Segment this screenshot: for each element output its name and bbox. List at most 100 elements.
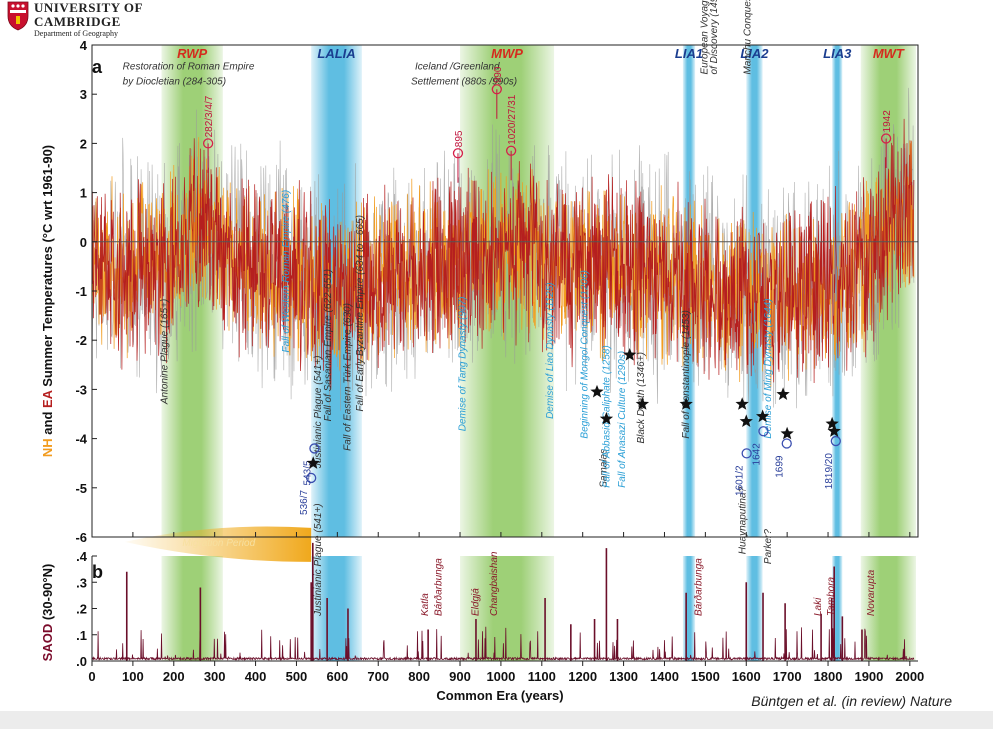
x-tick-label: 400 [245, 669, 267, 684]
y-tick-label-b: .3 [76, 575, 87, 590]
star-marker [735, 397, 749, 410]
y-tick-label-b: .2 [76, 602, 87, 617]
y-tick-label-a: 2 [80, 136, 87, 151]
event-annotation: Fall of Anasazi Culture (1290s) [617, 351, 628, 488]
y-label-part-a: EA [40, 389, 55, 408]
volcano-labels: Justinianic Plague (541+) Katla Bárðarbung… [313, 503, 877, 617]
top-annotation: Restoration of Roman Empire [123, 62, 255, 73]
event-annotation: Demise of Liao Dynasty (1125) [545, 282, 556, 419]
event-annotation: of Discovery (1490s) [709, 0, 720, 75]
x-tick-label: 1300 [609, 669, 638, 684]
warm-year-label: 895 [454, 130, 465, 147]
x-tick-label: 1400 [650, 669, 679, 684]
x-tick-label: 100 [122, 669, 144, 684]
period-band-b-lalia [311, 556, 362, 661]
star-marker [825, 416, 839, 430]
warm-year-circle [452, 148, 464, 159]
warm-year-circle [491, 84, 502, 95]
volcano-label: Justinianic Plague (541+) [313, 503, 324, 617]
event-annotation: Justinianic Plague (541+) [313, 356, 324, 470]
warm-year-label: 1942 [882, 110, 893, 133]
x-tick-label: 1000 [486, 669, 515, 684]
annotations: Restoration of Roman Empire by Diocletian… [123, 0, 774, 564]
y-tick-label-a: -2 [75, 333, 87, 348]
migration-period: Migration Period [124, 526, 312, 562]
y-axis-label-b: SAOD (30-90°N) [40, 564, 55, 662]
warm-year-label: 990 [493, 66, 504, 83]
x-tick-label: 1900 [854, 669, 883, 684]
panel-a: Migration Period 4 3 2 1 0 -1 -2 -3 -4 -5 -6 RWP LA… [40, 0, 919, 564]
star-marker [590, 384, 604, 398]
top-annotation: Settlement (880s /990s) [411, 76, 517, 87]
volcano-label: Eldgjá [470, 588, 481, 616]
crest-icon [7, 1, 29, 31]
top-annotation: Iceland /Greenland [415, 62, 500, 73]
event-annotation: Antonine Plague (165+) [160, 299, 171, 405]
x-tick-label: 2000 [895, 669, 924, 684]
warm-year-circle [202, 138, 214, 149]
cold-year-label: 1699 [775, 455, 786, 478]
period-label-lia2: LIA2 [740, 46, 769, 61]
cold-year-circle [781, 438, 792, 449]
period-band-b-lia2 [746, 556, 763, 661]
y-tick-label-a: -3 [75, 382, 87, 397]
x-tick-label: 1100 [528, 669, 556, 684]
x-tick-label: 0 [88, 669, 95, 684]
y-tick-label-b: .4 [76, 549, 88, 564]
x-tick-label: 1600 [732, 669, 761, 684]
x-tick-label: 200 [163, 669, 185, 684]
panel-b: .4 .3 .2 .1 .0 Justinianic Plague (541+) Katl… [40, 503, 918, 669]
event-annotation: Manchu Conquest & Thirty Years' War [742, 0, 753, 75]
event-annotation: Beginning of Mongol Conquest (1206) [580, 270, 591, 438]
warm-year-label: 282/3/4/7 [204, 95, 215, 137]
event-annotation: Black Death (1346+) [636, 352, 647, 443]
y-tick-label-a: 0 [80, 235, 87, 250]
warm-year-circle [505, 145, 517, 156]
period-labels: RWP LALIA MWP LIA1 LIA2 LIA3 MWT [177, 46, 905, 61]
panel-label-b: b [92, 562, 103, 582]
period-label-rwp: RWP [177, 46, 207, 61]
saod-series [92, 542, 915, 662]
bottom-bar [0, 711, 993, 729]
period-label-lia1: LIA1 [675, 46, 703, 61]
x-tick-label: 700 [367, 669, 389, 684]
x-tick-label: 900 [449, 669, 471, 684]
logo-line2: CAMBRIDGE [34, 14, 121, 29]
star-marker [623, 348, 637, 361]
period-label-mwt: MWT [873, 46, 905, 61]
cambridge-logo: UNIVERSITY OF CAMBRIDGE Department of Ge… [7, 0, 143, 38]
star-marker [756, 409, 770, 423]
logo-line1: UNIVERSITY OF [34, 0, 143, 15]
cold-year-circle [741, 448, 752, 459]
cold-year-label: 543/5 [302, 460, 313, 485]
warm-year-circle [880, 133, 892, 144]
panel-label-a: a [92, 57, 103, 77]
event-annotation: Fall of Eastern Türk Empire (630) [342, 303, 353, 451]
x-tick-label: 1700 [773, 669, 802, 684]
y-tick-label-a: 4 [80, 38, 88, 53]
cold-year-label: 536/7 [299, 490, 310, 515]
period-label-lia3: LIA3 [823, 46, 852, 61]
period-label-mwp: MWP [491, 46, 523, 61]
star-marker [780, 426, 794, 440]
event-annotation: Demise of Tang Dynasty (907) [457, 297, 468, 432]
event-annotation: Fall of Sasanian Empire (622-651) [323, 269, 334, 421]
star-marker [827, 424, 841, 437]
x-tick-label: 1200 [568, 669, 597, 684]
event-annotation: European Voyages [699, 0, 710, 75]
y-tick-label-a: -6 [75, 530, 87, 545]
x-axis-label: Common Era (years) [436, 688, 563, 703]
migration-wedge [124, 526, 312, 562]
event-annotation: Fall of Constantinople (1453) [681, 310, 692, 438]
credit-text: Büntgen et al. (in review) Nature [751, 693, 952, 709]
cold-year-label: 1819/20 [824, 453, 835, 490]
cold-year-circle [306, 472, 317, 484]
y-label-part-b: (30-90°N) [40, 564, 55, 624]
y-label-part-b: SAOD [40, 624, 55, 662]
y-label-part-a: and [40, 408, 55, 438]
y-ticks-b: .4 .3 .2 .1 .0 [76, 549, 97, 669]
star-marker [739, 414, 753, 427]
x-tick-label: 300 [204, 669, 226, 684]
